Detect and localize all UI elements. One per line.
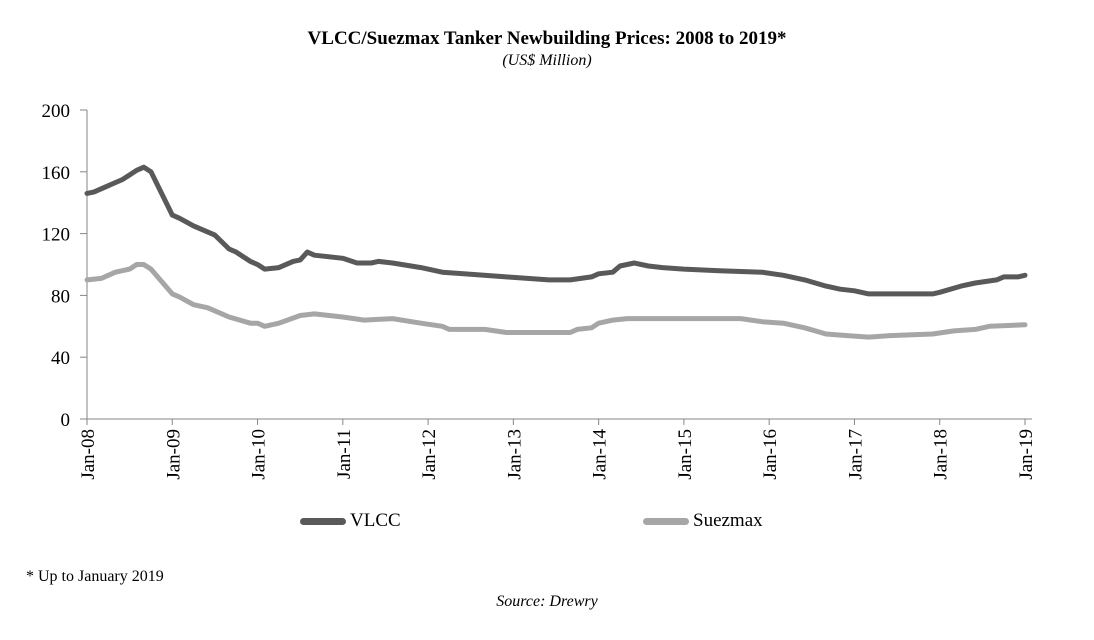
- chart-title: VLCC/Suezmax Tanker Newbuilding Prices: …: [307, 28, 787, 49]
- y-tick-label: 40: [51, 348, 70, 369]
- x-tick-label: Jan-19: [1016, 429, 1037, 480]
- x-tick-label: Jan-12: [419, 429, 440, 480]
- legend-item-suezmax: Suezmax: [643, 510, 763, 532]
- x-tick-label: Jan-08: [78, 429, 99, 480]
- y-tick-label: 160: [42, 163, 71, 184]
- x-tick-label: Jan-11: [334, 429, 355, 479]
- y-tick-label: 0: [61, 410, 71, 431]
- y-tick-label: 80: [51, 286, 70, 307]
- x-tick-label: Jan-10: [249, 429, 270, 480]
- x-tick-label: Jan-15: [675, 429, 696, 480]
- x-tick-label: Jan-14: [590, 429, 611, 480]
- x-tick-label: Jan-18: [931, 429, 952, 480]
- x-tick-label: Jan-17: [845, 429, 866, 480]
- legend-label-vlcc: VLCC: [350, 510, 401, 531]
- source-note: Source: Drewry: [496, 593, 598, 610]
- footnote: * Up to January 2019: [26, 568, 164, 585]
- series-line-vlcc: [84, 164, 1028, 297]
- x-tick-label: Jan-16: [760, 429, 781, 480]
- legend-item-vlcc: VLCC: [300, 510, 401, 532]
- chart-subtitle: (US$ Million): [502, 52, 592, 69]
- y-tick-label: 120: [42, 225, 71, 246]
- x-tick-label: Jan-09: [163, 429, 184, 480]
- legend-swatch-suezmax: [643, 517, 689, 525]
- x-tick-label: Jan-13: [504, 429, 525, 480]
- legend-swatch-vlcc: [300, 517, 346, 525]
- y-tick-label: 200: [42, 101, 71, 122]
- legend-label-suezmax: Suezmax: [693, 510, 763, 531]
- series-line-suezmax: [84, 262, 1028, 340]
